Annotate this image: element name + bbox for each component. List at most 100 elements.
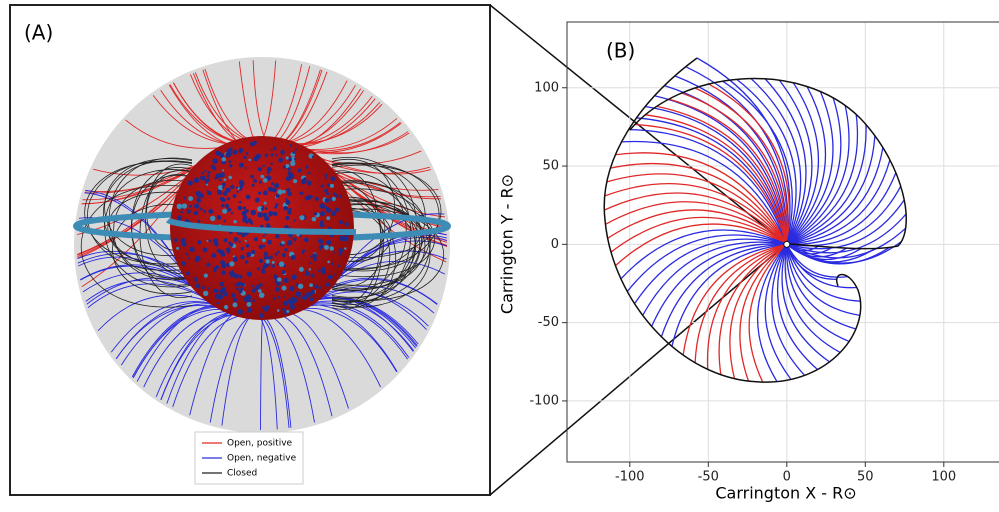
spot (281, 241, 285, 245)
spot (335, 194, 338, 197)
spot (277, 263, 279, 265)
spot (325, 177, 327, 179)
spot (207, 175, 210, 178)
spot (309, 195, 313, 199)
spot (343, 236, 348, 241)
spot (271, 264, 274, 267)
spot (287, 240, 293, 246)
spot (176, 247, 179, 250)
spot (236, 191, 238, 193)
spot (230, 185, 234, 189)
spot (223, 178, 226, 181)
spot (283, 301, 288, 306)
spot (319, 248, 321, 250)
y-tick-label: -100 (529, 393, 559, 408)
spot (319, 246, 322, 249)
spot (283, 166, 286, 169)
spot (301, 178, 306, 183)
spot (287, 167, 291, 171)
spot (233, 220, 236, 223)
panel-b: (B) Carrington X - R⊙ Carrington Y - R⊙ … (498, 22, 999, 503)
spot (183, 239, 185, 241)
spot (311, 274, 315, 278)
spot (277, 277, 282, 282)
spot (273, 297, 276, 300)
spot (285, 200, 290, 205)
spot (293, 274, 297, 278)
spot (290, 144, 292, 146)
legend-label: Open, negative (227, 454, 297, 464)
spot (259, 313, 264, 318)
spot (259, 292, 265, 298)
spot (326, 240, 331, 245)
spot (206, 263, 210, 267)
spot (305, 196, 309, 200)
spot (257, 267, 260, 270)
spot (247, 271, 252, 276)
spot (273, 147, 276, 150)
spot (222, 157, 226, 161)
spot (269, 256, 273, 260)
spot (232, 150, 237, 155)
spot (195, 258, 200, 263)
spot (236, 287, 239, 290)
spot (252, 299, 255, 302)
spot (239, 241, 241, 243)
x-tick-label: 0 (783, 470, 791, 485)
spot (211, 253, 216, 258)
spot (233, 194, 237, 198)
spot (182, 203, 187, 208)
spot (197, 240, 201, 244)
spot (300, 191, 304, 195)
spot (253, 179, 257, 183)
spot (195, 283, 200, 288)
spot (260, 175, 264, 179)
spot (217, 215, 222, 220)
spot (214, 267, 217, 270)
spot (215, 175, 219, 179)
spot (299, 215, 304, 220)
spot (319, 240, 323, 244)
spot (309, 268, 311, 270)
x-tick-label: 50 (857, 470, 874, 485)
spot (206, 190, 208, 192)
spot (224, 220, 226, 222)
spot (283, 296, 285, 298)
spot (229, 164, 232, 167)
spot (309, 155, 312, 158)
spot (315, 197, 319, 201)
spot (277, 309, 280, 312)
spot (225, 204, 229, 208)
spot (220, 282, 224, 286)
spot (278, 158, 283, 163)
spot (298, 284, 303, 289)
spot (206, 240, 208, 242)
spot (274, 183, 279, 188)
spot (275, 253, 278, 256)
spot (270, 163, 272, 165)
spot (264, 256, 267, 259)
spot (314, 285, 318, 289)
spot (264, 202, 267, 205)
spot (246, 244, 250, 248)
spot (304, 237, 309, 242)
spot (339, 253, 342, 256)
spot (188, 196, 193, 201)
spot (204, 170, 206, 172)
spot (221, 204, 225, 208)
spot (255, 285, 260, 290)
spot (290, 305, 295, 310)
spot (263, 235, 265, 237)
spot (243, 206, 246, 209)
spot (238, 282, 242, 286)
spot (328, 275, 333, 280)
spot (279, 261, 284, 266)
spot (217, 189, 219, 191)
spot (203, 210, 206, 213)
spot (219, 179, 221, 181)
spot (314, 212, 317, 215)
spot (239, 201, 242, 204)
spot (250, 210, 256, 216)
spot (197, 220, 200, 223)
spot (326, 192, 329, 195)
